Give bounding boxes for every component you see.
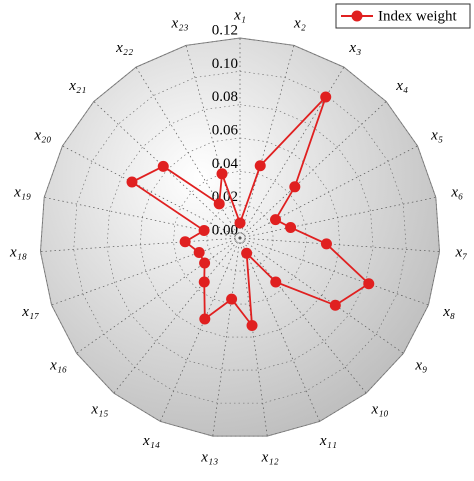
- data-point: [289, 181, 301, 193]
- axis-label: x₁₈: [9, 245, 27, 261]
- data-point: [234, 217, 246, 229]
- axis-label: x₁₅: [90, 402, 108, 418]
- spoke: [239, 237, 367, 394]
- axis-label: x₂₀: [33, 127, 51, 143]
- data-point: [270, 214, 282, 226]
- data-point: [270, 276, 282, 288]
- axis-label: x₉: [414, 357, 427, 373]
- legend-marker: [351, 10, 363, 22]
- spoke: [62, 145, 241, 239]
- axis-label: x₂: [293, 16, 306, 32]
- series-line: [130, 96, 371, 329]
- tick-label: 0.00: [212, 222, 238, 238]
- spoke: [44, 196, 241, 239]
- axis-label: x₁₄: [142, 433, 160, 449]
- legend-label: Index weight: [378, 8, 458, 24]
- tick-label: 0.08: [212, 89, 238, 105]
- grid-ring: [173, 171, 307, 305]
- spoke: [239, 237, 321, 422]
- grid-ring: [139, 137, 341, 338]
- axis-label: x₁₉: [13, 184, 31, 200]
- axis-label: x₃: [348, 40, 361, 56]
- axis-label: x₄: [395, 78, 408, 94]
- grid-ring: [73, 71, 407, 404]
- spoke: [239, 196, 436, 239]
- spoke: [76, 237, 241, 354]
- data-point: [226, 293, 238, 305]
- axis-label: x₁₀: [371, 402, 389, 418]
- data-point: [193, 247, 205, 259]
- axis-label: x₈: [442, 304, 455, 320]
- spoke: [40, 237, 241, 252]
- data-point: [285, 221, 297, 233]
- grid-ring: [40, 37, 440, 437]
- spoke: [135, 66, 241, 239]
- spoke: [113, 237, 241, 394]
- data-point: [254, 160, 266, 172]
- data-point: [179, 236, 191, 248]
- axis-label: x₂₃: [171, 16, 189, 32]
- data-point: [246, 320, 258, 332]
- axis-label: x₁₇: [21, 304, 39, 320]
- data-point: [199, 313, 211, 325]
- data-point: [198, 276, 210, 288]
- spoke: [239, 237, 404, 354]
- spoke: [212, 237, 241, 437]
- data-point: [157, 160, 169, 172]
- axis-label: x₁₂: [261, 449, 279, 465]
- axis-label: x₁₃: [200, 449, 218, 465]
- axis-label: x₅: [430, 127, 443, 143]
- data-point: [320, 238, 332, 250]
- axis-label: x₁₆: [49, 357, 67, 373]
- spoke: [239, 237, 429, 306]
- spoke: [239, 237, 440, 252]
- spoke: [239, 237, 268, 437]
- axis-label: x₂₁: [68, 78, 86, 94]
- tick-label: 0.06: [212, 122, 239, 138]
- data-point: [216, 168, 228, 180]
- axis-label: x₆: [450, 184, 463, 200]
- spoke: [239, 145, 418, 239]
- data-point: [320, 91, 332, 103]
- data-point: [126, 176, 138, 188]
- spoke: [239, 101, 387, 239]
- spoke: [239, 45, 295, 239]
- tick-label: 0.04: [212, 156, 239, 172]
- data-point: [329, 299, 341, 311]
- spoke: [185, 45, 241, 239]
- data-point: [198, 225, 210, 237]
- tick-label: 0.12: [212, 22, 238, 38]
- spoke: [159, 237, 241, 422]
- data-point: [241, 247, 253, 259]
- axis-label: x₁₁: [319, 433, 337, 449]
- axis-label: x₂₂: [115, 40, 133, 56]
- data-point: [199, 257, 211, 269]
- data-point: [363, 278, 375, 290]
- axis-label: x₇: [455, 245, 468, 261]
- tick-label: 0.10: [212, 56, 238, 72]
- axis-label: x₁: [233, 7, 246, 23]
- grid-ring: [206, 204, 274, 272]
- data-point: [213, 198, 225, 210]
- spoke: [51, 237, 241, 306]
